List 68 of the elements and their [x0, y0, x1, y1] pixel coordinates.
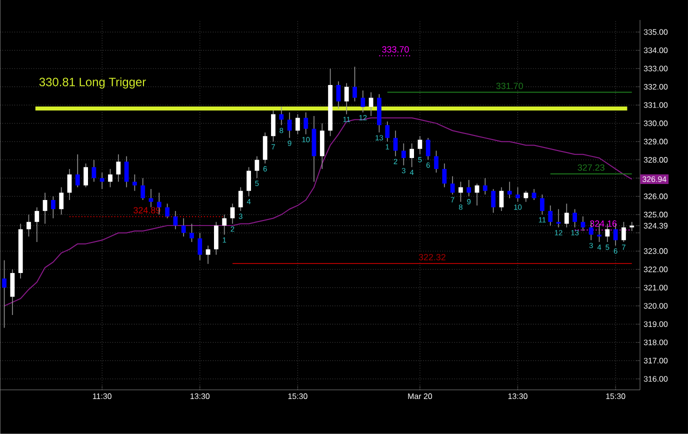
candlestick: [148, 188, 154, 208]
candlestick: [2, 260, 6, 328]
candlestick: [458, 181, 463, 202]
candlestick: [442, 163, 447, 188]
series-label: 331.70: [496, 82, 523, 90]
candlestick: [434, 150, 438, 174]
candlestick: [140, 178, 146, 200]
candlestick: [92, 160, 96, 182]
candlestick: [499, 186, 504, 212]
candlestick: [100, 172, 104, 190]
candlestick: [279, 106, 284, 126]
candlestick: [173, 210, 178, 230]
series-label: 322.32: [418, 254, 446, 260]
candlestick: [50, 196, 56, 219]
candlestick: [401, 143, 406, 166]
candlestick: [336, 80, 341, 110]
candlestick: [181, 218, 186, 237]
candlestick: [426, 138, 430, 160]
candlestick: [507, 181, 512, 199]
candlestick: [262, 132, 268, 164]
candlestick: [287, 112, 292, 138]
candlestick: [75, 154, 80, 188]
candlestick: [271, 110, 276, 142]
candlestick: [580, 216, 586, 232]
candlestick: [532, 188, 536, 200]
candlestick: [10, 269, 15, 316]
candlestick: [26, 214, 31, 237]
candlestick: [491, 188, 496, 214]
candlestick: [410, 143, 414, 168]
candlestick: [214, 222, 218, 256]
candlestick: [296, 114, 300, 135]
candlestick: [124, 156, 129, 188]
candlestick: [116, 154, 121, 182]
candlestick: [222, 214, 227, 236]
candlestick: [572, 208, 578, 228]
candlestick: [59, 186, 64, 216]
candlestick: [84, 163, 88, 188]
candlestick: [622, 222, 626, 242]
candlestick: [190, 223, 194, 242]
series-label: 327.23: [578, 164, 604, 171]
candlestick: [466, 180, 472, 197]
candlestick: [450, 176, 455, 195]
ref-line-label: 330.81 Long Trigger: [39, 78, 146, 89]
candlestick: [540, 194, 544, 216]
candlestick: [344, 82, 349, 115]
candlestick: [230, 203, 235, 224]
candlestick: [548, 205, 553, 226]
candlestick: [165, 203, 170, 219]
candlestick: [304, 112, 308, 135]
candlestick: [360, 90, 366, 113]
candlestick: [385, 121, 390, 142]
candlestick: [524, 190, 528, 202]
candlestick: [564, 203, 569, 228]
candlestick: [132, 174, 137, 192]
candlestick: [516, 186, 520, 202]
candlestick: [482, 178, 488, 195]
candlestick: [67, 168, 72, 200]
candlestick: [108, 168, 112, 188]
candlestick: [206, 245, 210, 264]
candlestick: [42, 192, 48, 224]
candlestick: [238, 186, 243, 212]
candlestick: [352, 66, 357, 102]
candlestick: [630, 222, 634, 232]
series-label: 333.70: [382, 46, 409, 53]
candlestick: [254, 156, 260, 179]
candlestick: [198, 232, 202, 261]
candlestick: [246, 166, 251, 197]
candlestick: [34, 206, 40, 242]
